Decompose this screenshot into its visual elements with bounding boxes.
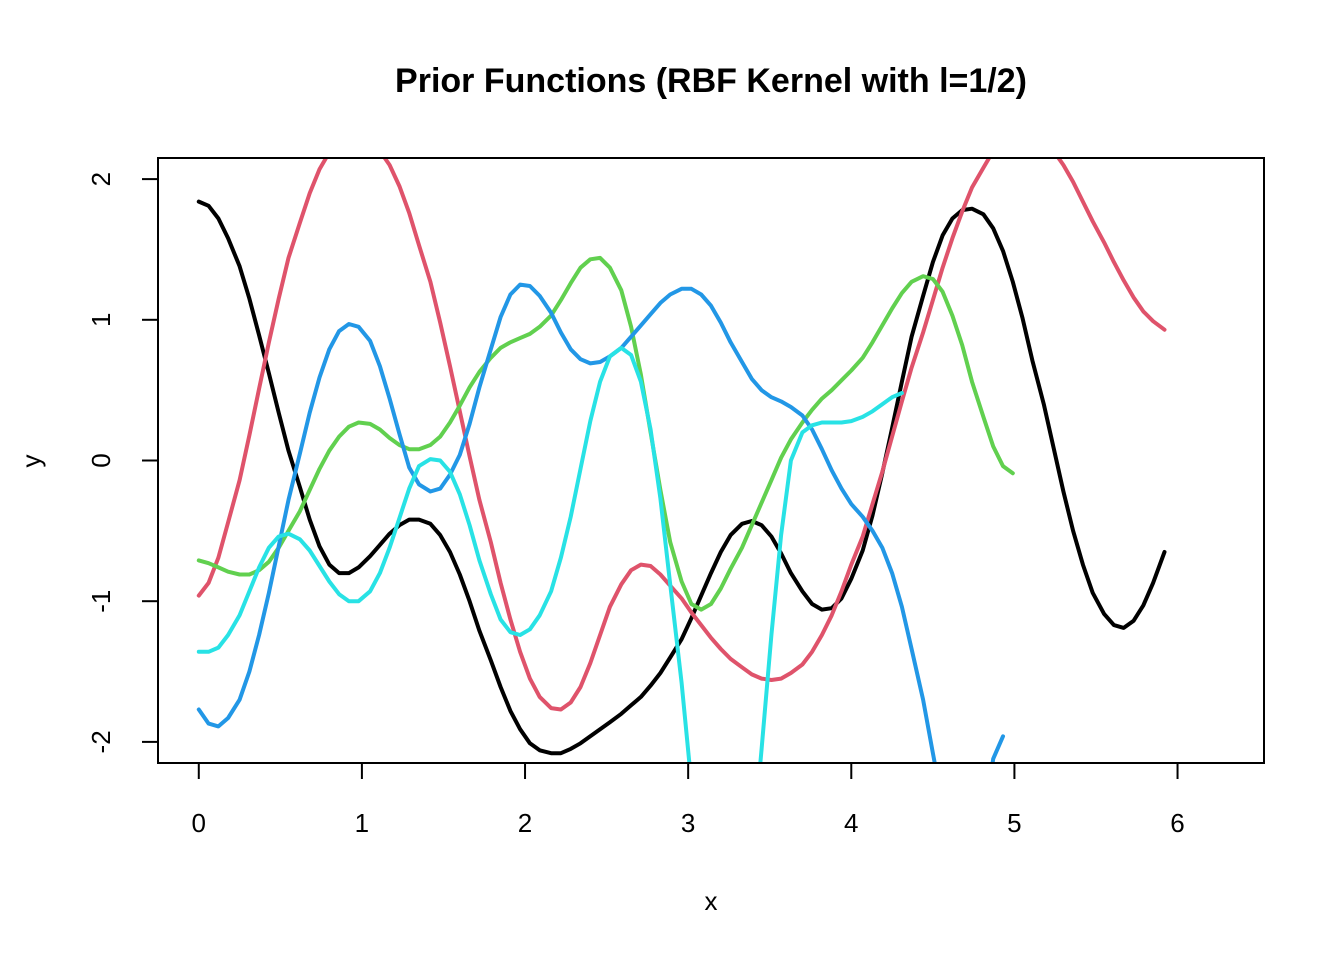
series-line-5 <box>196 345 904 763</box>
y-tick-label: -2 <box>86 730 116 753</box>
x-axis: 0 1 2 3 4 5 6 <box>192 762 1185 838</box>
y-tick-label: 0 <box>86 453 116 467</box>
y-tick-label: 1 <box>86 313 116 327</box>
series-line-1 <box>196 199 1167 756</box>
y-tick-label: -1 <box>86 590 116 613</box>
x-tick-label: 6 <box>1170 808 1184 838</box>
y-tick-label: 2 <box>86 172 116 186</box>
x-tick-label: 3 <box>681 808 695 838</box>
x-tick-label: 4 <box>844 808 858 838</box>
x-tick-label: 5 <box>1007 808 1021 838</box>
y-axis: -2 -1 0 1 2 <box>86 172 159 753</box>
series-line-4 <box>196 282 1005 763</box>
x-tick-label: 0 <box>192 808 206 838</box>
x-tick-label: 2 <box>518 808 532 838</box>
series-line-3 <box>196 255 1015 612</box>
x-tick-label: 1 <box>355 808 369 838</box>
chart-title: Prior Functions (RBF Kernel with l=1/2) <box>395 62 1027 100</box>
y-axis-label: y <box>16 455 46 468</box>
series-line-2 <box>196 158 1167 712</box>
series-layer <box>196 158 1167 763</box>
x-axis-label: x <box>705 886 718 916</box>
